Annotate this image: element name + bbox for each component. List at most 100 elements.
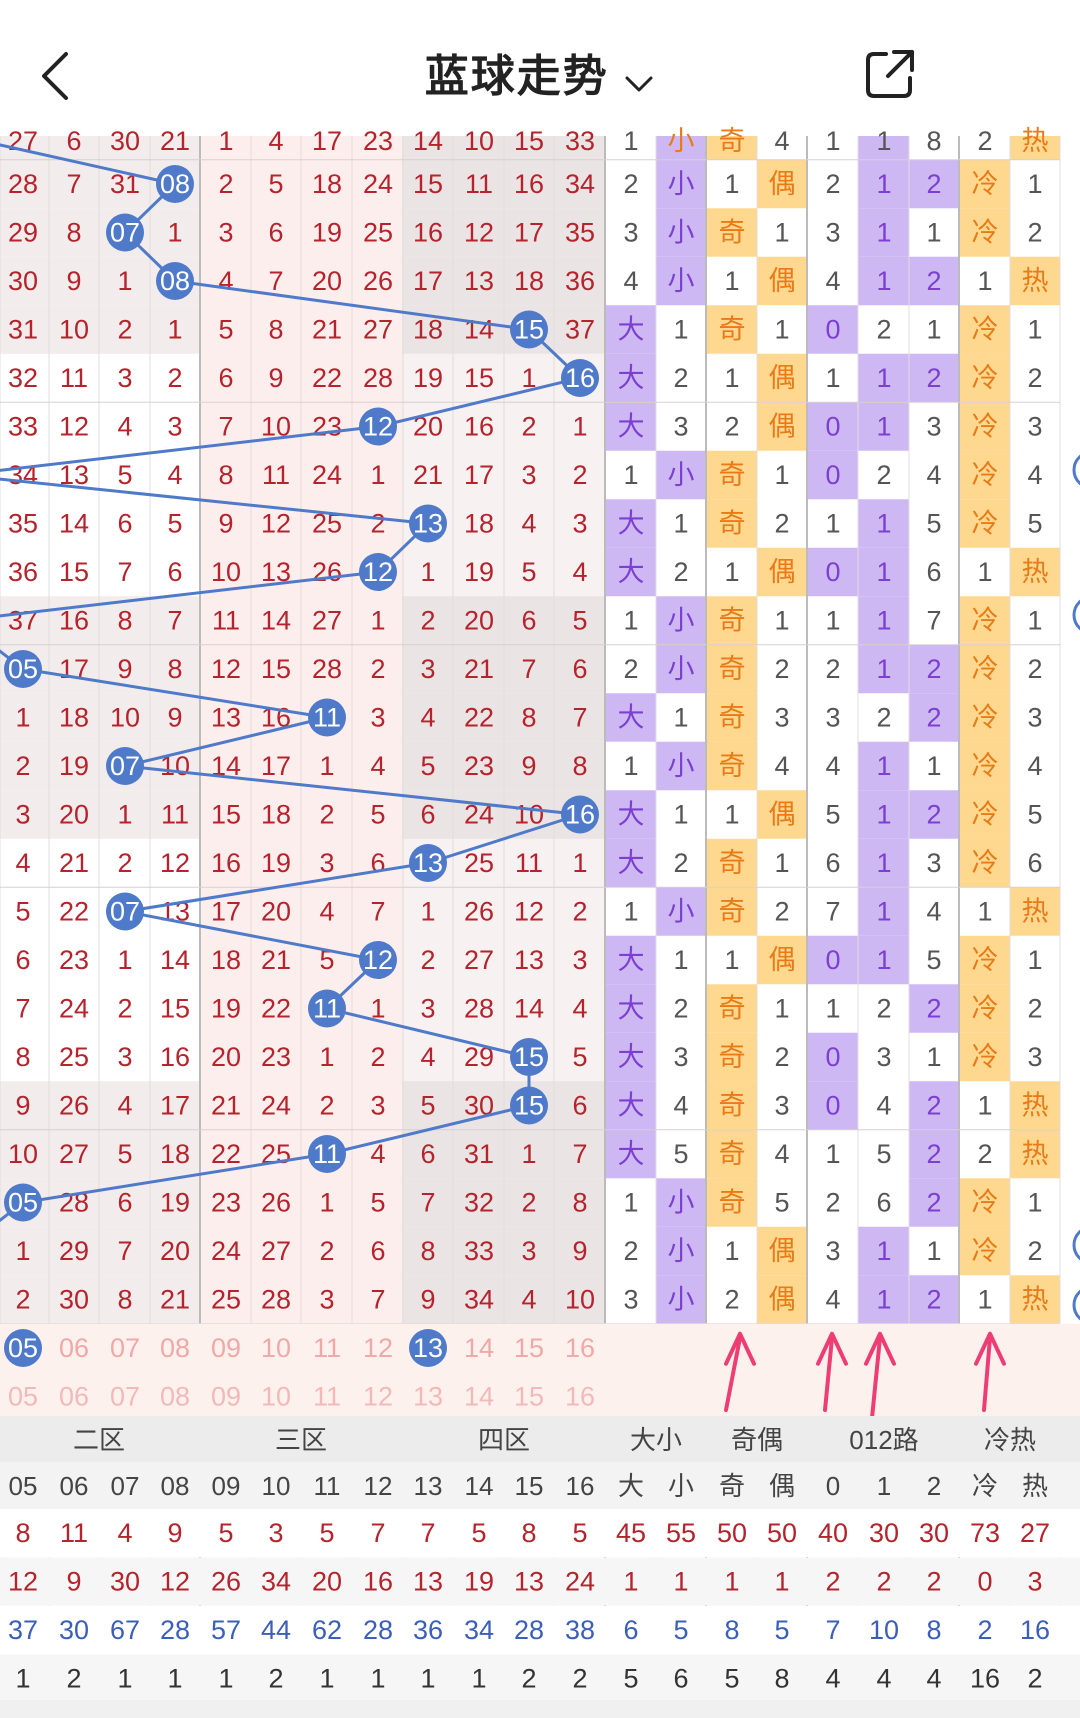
cell-number: 14 — [413, 126, 443, 156]
cell-number: 18 — [211, 945, 241, 975]
cell-number: 1 — [15, 1236, 30, 1266]
chevron-down-icon[interactable] — [623, 72, 655, 101]
cell-number: 热 — [1022, 1091, 1049, 1121]
trend-line — [0, 143, 176, 186]
cell-number: 17 — [211, 897, 241, 927]
cell-number: 1 — [926, 218, 941, 248]
cell-number: 8 — [15, 1042, 30, 1072]
arrow-head — [724, 1331, 756, 1366]
cell-number: 16 — [514, 169, 544, 199]
cell-number: 2 — [926, 1285, 941, 1315]
stat-value: 4 — [825, 1664, 840, 1694]
cell-number: 3 — [825, 218, 840, 248]
stat-value: 5 — [471, 1518, 486, 1548]
trend-line — [0, 425, 379, 472]
ball-number: 12 — [363, 945, 393, 975]
cell-number: 2 — [876, 703, 891, 733]
cell-number: 小 — [668, 751, 695, 781]
stat-value: 12 — [160, 1567, 190, 1597]
cell-number: 4 — [319, 897, 334, 927]
cell-highlight — [959, 305, 1010, 354]
cell-number: 9 — [420, 1285, 435, 1315]
annotation-arrow — [870, 1335, 882, 1420]
cell-number: 1 — [370, 606, 385, 636]
ball-number: 07 — [110, 897, 140, 927]
row-shade — [0, 1226, 200, 1276]
cell-number: 26 — [312, 557, 342, 587]
back-button[interactable] — [36, 46, 76, 106]
row-shade — [0, 790, 200, 839]
row-shade — [402, 1178, 604, 1227]
cell-number: 4 — [673, 1091, 688, 1121]
cell-number: 4 — [774, 751, 789, 781]
cell-number: 17 — [514, 218, 544, 248]
pick-number: 09 — [211, 1382, 241, 1412]
zone-header: 冷热 — [984, 1425, 1036, 1455]
cell-highlight — [909, 1178, 960, 1227]
cell-number: 1 — [724, 800, 739, 830]
cell-number: 37 — [8, 606, 38, 636]
cell-number: 6 — [117, 1188, 132, 1218]
stat-value: 28 — [160, 1615, 190, 1645]
ball-number: 15 — [514, 1091, 544, 1121]
cell-number: 27 — [59, 1139, 89, 1169]
cell-number: 2 — [1027, 363, 1042, 393]
cell-number: 4 — [926, 460, 941, 490]
cell-number: 1 — [876, 266, 891, 296]
cell-number: 4 — [572, 557, 587, 587]
page-title[interactable]: 蓝球走势 — [424, 52, 609, 101]
cell-number: 0 — [825, 945, 840, 975]
cell-number: 4 — [268, 126, 283, 156]
cell-number: 1 — [926, 751, 941, 781]
cell-number: 5 — [673, 1139, 688, 1169]
cell-highlight — [706, 693, 757, 742]
cell-number: 1 — [774, 994, 789, 1024]
stat-value: 2 — [268, 1664, 283, 1694]
cell-highlight — [807, 1032, 858, 1082]
cell-number: 21 — [261, 945, 291, 975]
stat-value: 2 — [521, 1664, 536, 1694]
cell-number: 2 — [926, 1188, 941, 1218]
cell-number: 18 — [261, 800, 291, 830]
row-shade — [402, 1081, 604, 1130]
ball-circle — [4, 1183, 42, 1222]
column-header: 07 — [111, 1471, 140, 1501]
cell-highlight — [706, 644, 757, 694]
cell-number: 33 — [565, 126, 595, 156]
cell-highlight — [858, 838, 909, 888]
cell-number: 5 — [774, 1188, 789, 1218]
cell-number: 冷 — [972, 509, 999, 539]
cell-highlight — [656, 887, 707, 936]
cell-number: 奇 — [719, 509, 746, 539]
cell-number: 6 — [370, 848, 385, 878]
stat-value: 5 — [774, 1615, 789, 1645]
cell-number: 小 — [668, 460, 695, 490]
cell-number: 4 — [1027, 751, 1042, 781]
cell-highlight — [757, 353, 808, 403]
cell-number: 27 — [464, 945, 494, 975]
cell-highlight — [656, 1275, 707, 1324]
ball-circle — [561, 795, 599, 834]
ball-number: 08 — [160, 169, 190, 199]
cell-number: 1 — [370, 994, 385, 1024]
trend-line — [124, 716, 328, 768]
trend-line — [427, 813, 581, 865]
stat-value: 30 — [919, 1518, 949, 1548]
cell-number: 7 — [825, 897, 840, 927]
ball-circle — [308, 698, 346, 737]
row-shade — [0, 1081, 200, 1130]
cell-number: 20 — [59, 800, 89, 830]
cell-number: 2 — [623, 1236, 638, 1266]
top-nav-bar: 蓝球走势 — [0, 0, 1080, 136]
cell-number: 1 — [977, 1285, 992, 1315]
share-button[interactable] — [862, 46, 918, 102]
cell-highlight — [909, 693, 960, 742]
cell-number: 1 — [521, 1139, 536, 1169]
cell-number: 13 — [211, 703, 241, 733]
cell-number: 1 — [673, 800, 688, 830]
cell-number: 4 — [825, 266, 840, 296]
trend-line — [326, 1104, 530, 1156]
row-shade — [402, 741, 604, 791]
cell-number: 1 — [977, 266, 992, 296]
row-shade — [402, 1129, 604, 1179]
